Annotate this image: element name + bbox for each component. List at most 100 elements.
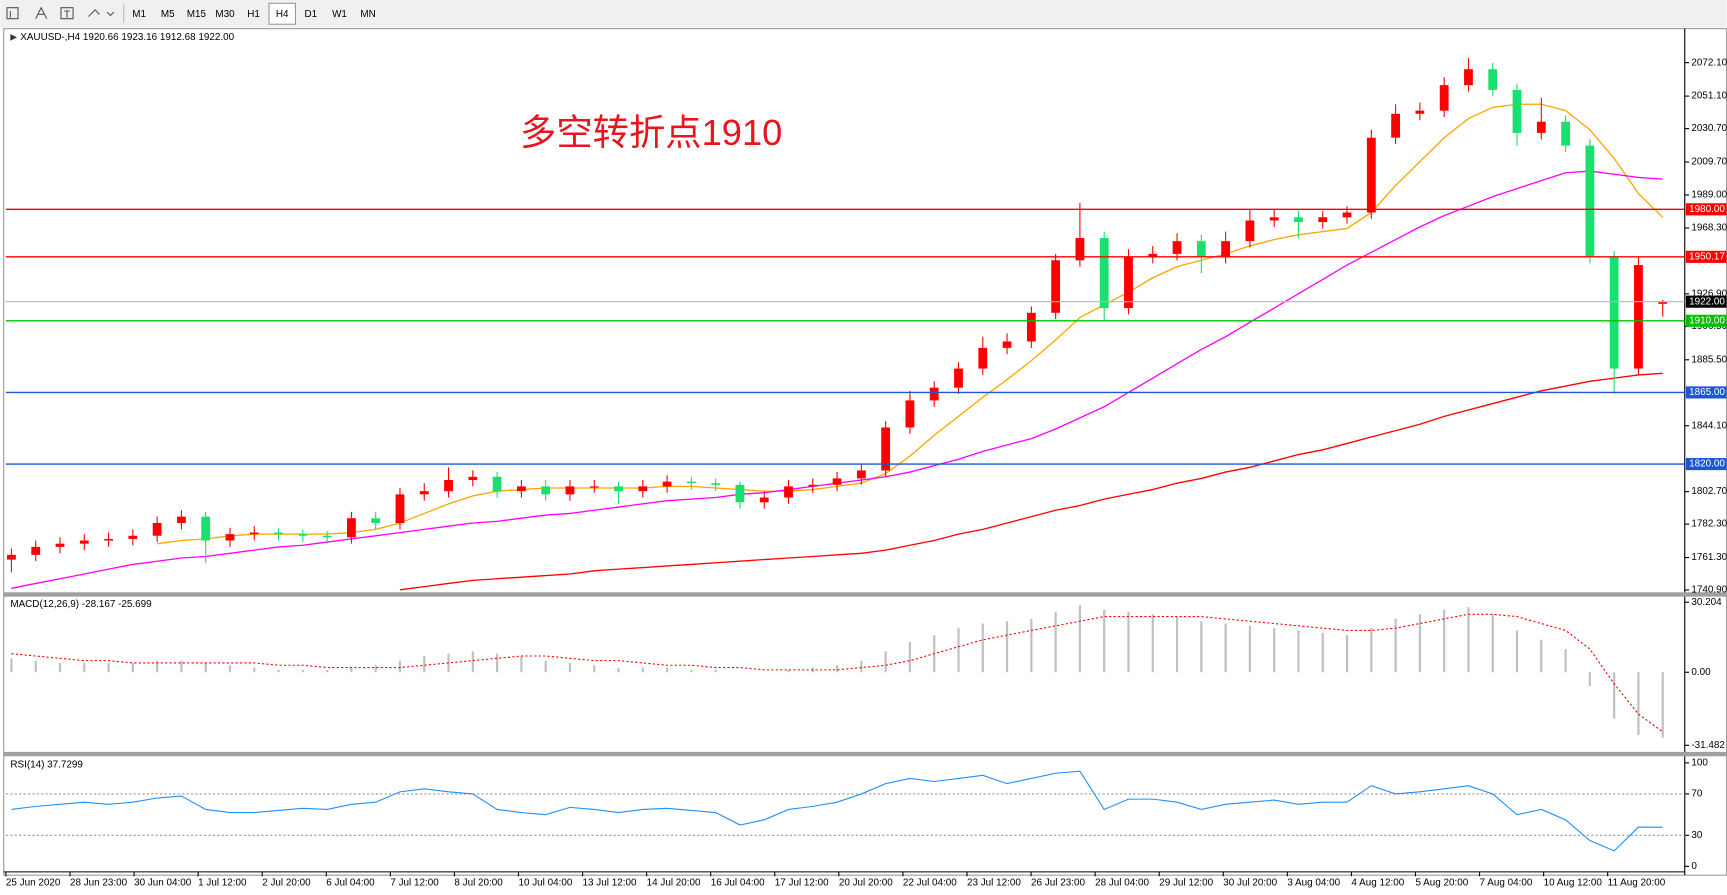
timeframe-button[interactable]: M1 [132,9,146,20]
candle-body [856,470,866,479]
candle-body [1488,69,1498,90]
signal-line [11,613,1664,733]
candle-body [104,538,113,541]
x-tick-label: 25 Jun 2020 [6,877,61,888]
candle-body [177,516,186,524]
candle-body [1051,260,1061,313]
candle-body [274,532,283,535]
candle-body [1512,89,1522,133]
x-tick-label: 10 Jul 04:00 [518,877,572,888]
plot: 2072.10 2051.10 2030.70 2009.70 1989.00 1968.… [5,32,1727,888]
crosshair-icon[interactable] [6,7,19,20]
candle-body [298,534,308,536]
y-tick-label: 1761.30 [1691,552,1727,563]
candle-body [419,491,429,495]
candle-body [55,543,65,547]
timeframe-button[interactable]: M15 [187,9,207,20]
candle-body [1099,237,1109,309]
y-tick-label: 100 [1691,757,1708,768]
y-tick-label: 1926.90 [1691,288,1727,299]
candle-body [1196,241,1206,258]
candle-body [1585,145,1595,258]
candle-body [711,483,721,485]
y-tick-label: 30 [1691,830,1703,841]
y-tick-label: -31.482 [1691,740,1725,751]
timeframe-button[interactable]: MN [360,9,375,20]
y-tick-label: 0 [1691,861,1697,872]
x-tick-label: 1 Jul 12:00 [198,877,247,888]
candle-body [1124,257,1133,309]
candle-body [468,476,478,481]
candle-body [225,534,235,541]
candle-body [1318,217,1328,223]
candle-body [1342,212,1352,218]
x-tick-label: 23 Jul 12:00 [967,877,1021,888]
x-tick-label: 30 Jun 04:00 [134,877,192,888]
y-tick-label: 1782.30 [1691,519,1727,530]
x-tick-label: 13 Jul 12:00 [583,877,637,888]
chart-area [3,28,1727,876]
timeframe-button[interactable]: M30 [215,9,235,20]
candle-body [1221,241,1231,258]
candle-body [492,476,502,492]
candle-body [686,481,696,484]
timeframe-button[interactable]: M5 [161,9,175,20]
candle-body [1026,312,1036,342]
x-tick-label: 8 Jul 20:00 [454,877,503,888]
x-tick-label: 14 Jul 20:00 [647,877,701,888]
candle-body [929,387,939,401]
candle-body [1464,69,1473,86]
candle-body [1269,217,1279,221]
x-tick-label: 4 Aug 12:00 [1351,877,1404,888]
price-level-label: 1820.00 [1689,459,1725,470]
x-tick-label: 7 Aug 04:00 [1480,877,1533,888]
candle-body [735,484,745,503]
y-tick-label: 2030.70 [1691,123,1727,134]
label-icon[interactable] [60,7,74,20]
candle-body [662,481,672,487]
timeframe-bar: M1 M5 M15 M30 H1 H4 D1 W1 MN [132,2,376,25]
timeframe-button[interactable]: H4 [276,9,289,20]
rsi-line [11,770,1663,852]
candle-body [1294,217,1303,223]
candle-body [1366,137,1376,213]
shapes-icon[interactable] [88,9,115,17]
y-tick-label: 1989.00 [1691,190,1727,201]
candle-body [808,484,818,487]
candle-body [1658,301,1668,304]
candle-body [541,486,551,495]
text-icon[interactable] [35,6,48,19]
candle-body [905,400,915,428]
x-tick-label: 17 Jul 12:00 [775,877,829,888]
timeframe-button[interactable]: W1 [332,9,347,20]
panel-title: RSI(14) 37.7299 [10,760,83,771]
candle-body [1634,265,1643,369]
y-tick-label: 0.00 [1691,667,1711,678]
candle-body [565,486,575,495]
price-level-tag [1685,250,1727,263]
x-tick-label: 28 Jul 04:00 [1095,877,1149,888]
chart-title: XAUUSD-,H4 1920.66 1923.16 1912.68 1922.… [20,32,234,43]
candle-body [371,518,381,524]
y-tick-label: 2072.10 [1691,57,1727,68]
x-tick-label: 11 Aug 20:00 [1608,877,1666,888]
x-tick-label: 5 Aug 20:00 [1415,877,1468,888]
moving-average [399,372,1663,591]
candle-body [79,540,89,544]
candle-body [954,368,963,388]
price-level-tag [1685,386,1727,399]
timeframe-button[interactable]: D1 [305,9,318,20]
price-level-tag [1685,314,1727,327]
candle-body [128,535,138,539]
y-tick-label: 1740.90 [1691,585,1727,596]
candle-body [1536,121,1546,133]
timeframe-button[interactable]: H1 [247,9,260,20]
candle-body [1002,341,1012,348]
panel-separator [3,592,1727,597]
candle-body [1391,113,1401,138]
x-tick-label: 2 Jul 20:00 [262,877,311,888]
annotation: 多空转折点1910 [520,112,782,153]
x-tick-label: 3 Aug 04:00 [1287,877,1340,888]
